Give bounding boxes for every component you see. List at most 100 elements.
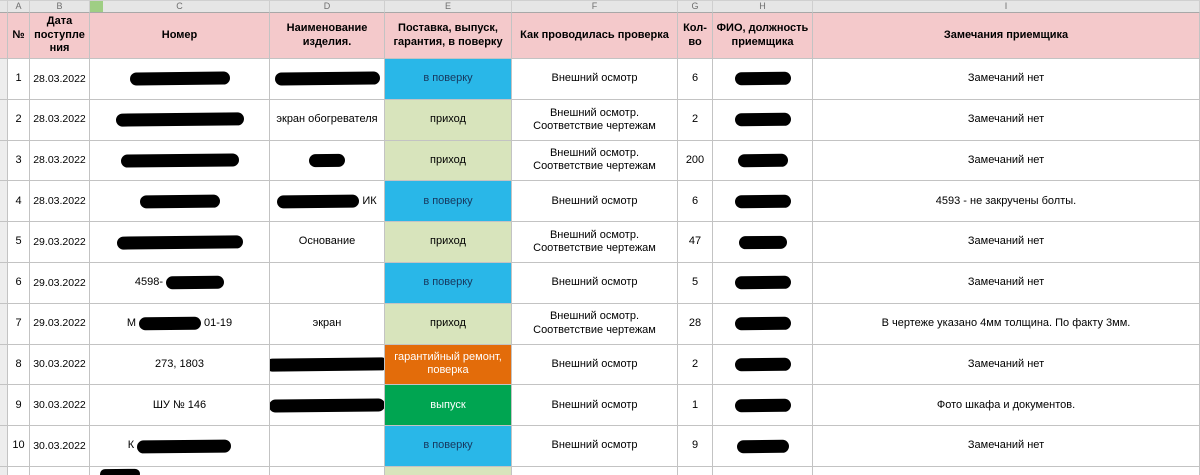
partial-cell[interactable]	[678, 466, 713, 475]
cell-date[interactable]: 29.03.2022	[30, 303, 90, 345]
cell-number[interactable]: М 01-19	[90, 303, 270, 345]
cell-qty[interactable]: 200	[678, 140, 713, 182]
cell-number[interactable]	[90, 181, 270, 223]
cell-status[interactable]: приход	[385, 222, 512, 263]
column-letter-h[interactable]: H	[713, 1, 813, 13]
cell-rownum[interactable]: 2	[8, 99, 30, 141]
cell-product-name[interactable]	[270, 385, 385, 427]
cell-receiver[interactable]	[713, 181, 813, 223]
cell-remarks[interactable]: Замечаний нет	[813, 222, 1200, 263]
partial-cell[interactable]	[713, 466, 813, 475]
cell-number[interactable]	[90, 222, 270, 263]
column-letter-f[interactable]: F	[512, 1, 678, 13]
cell-remarks[interactable]: Замечаний нет	[813, 344, 1200, 386]
header-supply-type[interactable]: Поставка, выпуск, гарантия, в поверку	[385, 13, 512, 59]
cell-number[interactable]: ШУ № 146	[90, 385, 270, 427]
cell-qty[interactable]: 28	[678, 303, 713, 345]
cell-date[interactable]: 30.03.2022	[30, 426, 90, 467]
cell-status[interactable]: в поверку	[385, 181, 512, 223]
partial-cell[interactable]	[270, 466, 385, 475]
cell-qty[interactable]: 2	[678, 344, 713, 386]
cell-qty[interactable]: 5	[678, 262, 713, 304]
cell-number[interactable]	[90, 59, 270, 100]
cell-receiver[interactable]	[713, 59, 813, 100]
cell-check-method[interactable]: Внешний осмотр	[512, 344, 678, 386]
cell-number[interactable]	[90, 99, 270, 141]
cell-product-name[interactable]	[270, 262, 385, 304]
cell-receiver[interactable]	[713, 99, 813, 141]
cell-date[interactable]: 28.03.2022	[30, 59, 90, 100]
cell-qty[interactable]: 2	[678, 99, 713, 141]
header-number[interactable]: Номер	[90, 13, 270, 59]
cell-check-method[interactable]: Внешний осмотр. Соответствие чертежам	[512, 140, 678, 182]
cell-date[interactable]: 30.03.2022	[30, 344, 90, 386]
cell-receiver[interactable]	[713, 344, 813, 386]
cell-receiver[interactable]	[713, 222, 813, 263]
cell-remarks[interactable]: В чертеже указано 4мм толщина. По факту …	[813, 303, 1200, 345]
cell-rownum[interactable]: 9	[8, 385, 30, 427]
cell-rownum[interactable]: 6	[8, 262, 30, 304]
cell-remarks[interactable]: Замечаний нет	[813, 140, 1200, 182]
cell-check-method[interactable]: Внешний осмотр	[512, 181, 678, 223]
cell-product-name[interactable]	[270, 140, 385, 182]
cell-check-method[interactable]: Внешний осмотр	[512, 262, 678, 304]
header-check-method[interactable]: Как проводилась проверка	[512, 13, 678, 59]
cell-date[interactable]: 28.03.2022	[30, 140, 90, 182]
header-remarks[interactable]: Замечания приемщика	[813, 13, 1200, 59]
header-qty[interactable]: Кол-во	[678, 13, 713, 59]
cell-qty[interactable]: 1	[678, 385, 713, 427]
cell-check-method[interactable]: Внешний осмотр	[512, 426, 678, 467]
cell-number[interactable]	[90, 140, 270, 182]
cell-rownum[interactable]: 1	[8, 59, 30, 100]
column-letter-c[interactable]: C	[90, 1, 270, 13]
cell-number[interactable]: К	[90, 426, 270, 467]
cell-date[interactable]: 28.03.2022	[30, 99, 90, 141]
cell-check-method[interactable]: Внешний осмотр	[512, 59, 678, 100]
header-date[interactable]: Дата поступления	[30, 13, 90, 59]
cell-product-name[interactable]: Основание	[270, 222, 385, 263]
cell-number[interactable]: 273, 1803	[90, 344, 270, 386]
column-letter-e[interactable]: E	[385, 1, 512, 13]
cell-status[interactable]: в поверку	[385, 262, 512, 304]
cell-receiver[interactable]	[713, 385, 813, 427]
cell-remarks[interactable]: Замечаний нет	[813, 262, 1200, 304]
header-no[interactable]: №	[8, 13, 30, 59]
cell-rownum[interactable]: 3	[8, 140, 30, 182]
cell-qty[interactable]: 47	[678, 222, 713, 263]
cell-status[interactable]: гарантийный ремонт, поверка	[385, 344, 512, 386]
cell-date[interactable]: 28.03.2022	[30, 181, 90, 223]
cell-status[interactable]: в поверку	[385, 426, 512, 467]
cell-status[interactable]: в поверку	[385, 59, 512, 100]
cell-rownum[interactable]: 4	[8, 181, 30, 223]
header-product-name[interactable]: Наименование изделия.	[270, 13, 385, 59]
cell-product-name[interactable]: ИК	[270, 181, 385, 223]
cell-product-name[interactable]	[270, 59, 385, 100]
column-letter-a[interactable]: A	[8, 1, 30, 13]
cell-receiver[interactable]	[713, 426, 813, 467]
cell-number[interactable]: 4598-	[90, 262, 270, 304]
cell-receiver[interactable]	[713, 140, 813, 182]
partial-cell[interactable]	[8, 466, 30, 475]
partial-cell[interactable]	[385, 466, 512, 475]
cell-product-name[interactable]: экран	[270, 303, 385, 345]
cell-check-method[interactable]: Внешний осмотр. Соответствие чертежам	[512, 222, 678, 263]
cell-status[interactable]: приход	[385, 303, 512, 345]
column-letter-i[interactable]: I	[813, 1, 1200, 13]
cell-check-method[interactable]: Внешний осмотр. Соответствие чертежам	[512, 99, 678, 141]
cell-check-method[interactable]: Внешний осмотр	[512, 385, 678, 427]
cell-status[interactable]: приход	[385, 99, 512, 141]
column-letter-g[interactable]: G	[678, 1, 713, 13]
cell-remarks[interactable]: Замечаний нет	[813, 59, 1200, 100]
cell-product-name[interactable]	[270, 426, 385, 467]
cell-rownum[interactable]: 8	[8, 344, 30, 386]
partial-cell[interactable]	[30, 466, 90, 475]
cell-rownum[interactable]: 7	[8, 303, 30, 345]
cell-qty[interactable]: 9	[678, 426, 713, 467]
column-letter-b[interactable]: B	[30, 1, 90, 13]
cell-qty[interactable]: 6	[678, 181, 713, 223]
cell-status[interactable]: приход	[385, 140, 512, 182]
cell-qty[interactable]: 6	[678, 59, 713, 100]
cell-product-name[interactable]	[270, 344, 385, 386]
column-letter-d[interactable]: D	[270, 1, 385, 13]
cell-remarks[interactable]: 4593 - не закручены болты.	[813, 181, 1200, 223]
